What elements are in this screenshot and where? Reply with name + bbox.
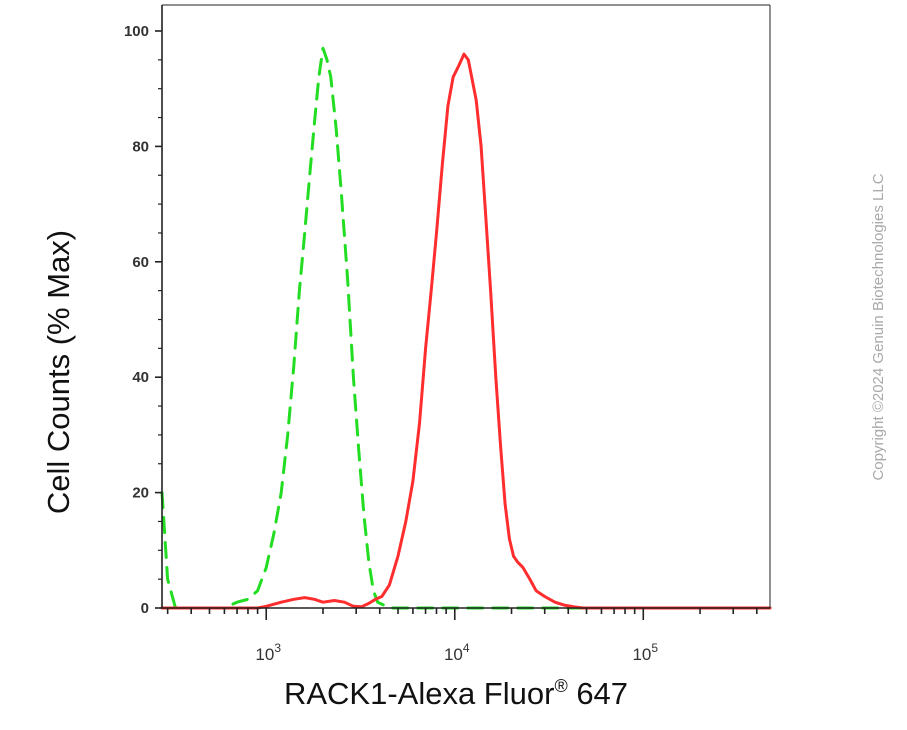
y-tick-label-60: 60 <box>132 254 149 271</box>
series-line-0 <box>160 46 772 610</box>
x-tick-label-3: 103 <box>255 641 281 664</box>
y-tick-label-20: 20 <box>132 485 149 502</box>
x-tick-label-4: 104 <box>444 641 470 664</box>
y-axis-title: Cell Counts (% Max) <box>41 230 76 514</box>
x-axis-title-registered: ® <box>554 676 567 696</box>
series-line-1 <box>160 52 772 610</box>
x-axis-title-main: RACK1-Alexa Fluor <box>284 676 554 711</box>
series-layer <box>160 46 772 610</box>
y-ticks: 0 20 40 60 80 100 <box>124 23 162 617</box>
y-tick-label-0: 0 <box>141 600 149 617</box>
x-tick-label-5: 105 <box>632 641 658 664</box>
x-ticks: 103 104 105 <box>166 608 758 664</box>
y-tick-label-80: 80 <box>132 138 149 155</box>
x-axis-title-suffix: 647 <box>568 676 628 711</box>
x-axis-title: RACK1-Alexa Fluor® 647 <box>284 676 628 711</box>
axes-layer <box>161 4 771 609</box>
y-tick-label-100: 100 <box>124 23 149 40</box>
y-tick-label-40: 40 <box>132 369 149 386</box>
copyright-notice: Copyright ©2024 Genuin Biotechnologies L… <box>870 173 887 480</box>
